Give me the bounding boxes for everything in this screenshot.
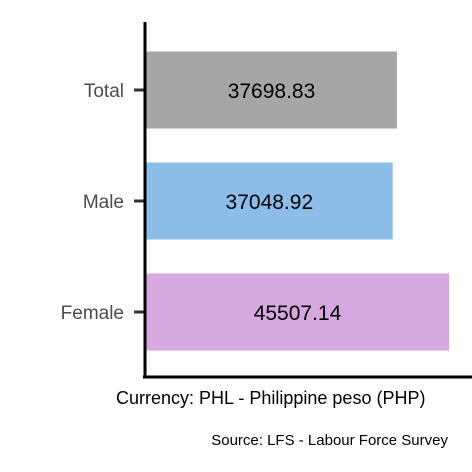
y-tick-label-male: Male — [83, 192, 124, 213]
x-axis-title: Currency: PHL - Philippine peso (PHP) — [116, 388, 425, 408]
source-caption: Source: LFS - Labour Force Survey — [211, 432, 448, 449]
bar-value-label-total: 37698.83 — [228, 80, 316, 103]
bar-male — [146, 162, 393, 240]
bar-value-label-female: 45507.14 — [254, 302, 342, 325]
bar-value-label-male: 37048.92 — [226, 191, 314, 214]
y-tick-label-total: Total — [84, 81, 124, 102]
bars-group: 37698.83 37048.92 45507.14 — [146, 51, 449, 351]
y-tick-label-female: Female — [61, 303, 124, 324]
y-ticks-group: Total Male Female — [61, 81, 145, 324]
bar-female — [146, 273, 449, 351]
bar-total — [146, 51, 398, 129]
